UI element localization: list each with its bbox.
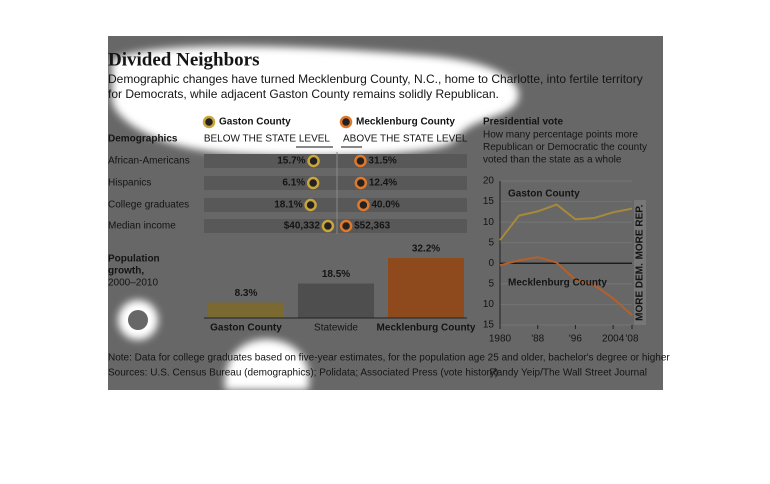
x-tick-label: 1980	[489, 334, 512, 345]
credit: Randy Yeip/The Wall Street Journal	[490, 368, 648, 379]
value-label: $40,332	[284, 221, 321, 232]
side-band	[634, 200, 646, 325]
series-label: Gaston County	[508, 189, 580, 200]
x-tick-label: '88	[531, 334, 544, 345]
legend-marker	[202, 115, 216, 129]
bar	[208, 302, 284, 318]
dot	[321, 219, 335, 233]
value-label: 40.0%	[371, 200, 399, 211]
x-tick-label: Statewide	[314, 323, 358, 334]
dot	[339, 219, 353, 233]
legend-marker	[339, 115, 353, 129]
row-label: Median income	[108, 221, 176, 232]
line	[499, 203, 633, 241]
sources: Sources: U.S. Census Bureau (demographic…	[108, 368, 498, 379]
x-tick-label: Gaston County	[210, 323, 282, 334]
x-tick-label: Mecklenburg County	[377, 323, 476, 334]
row-label: College graduates	[108, 200, 189, 211]
x-tick-label: 2004	[602, 334, 625, 345]
chart-title: Presidential vote	[483, 117, 563, 128]
y-tick-label: 0	[488, 258, 494, 269]
row-band	[204, 219, 467, 233]
line	[499, 256, 633, 316]
y-tick-label: 5	[488, 278, 494, 289]
highlight	[112, 46, 519, 157]
bar	[298, 283, 374, 318]
value-label: 31.5%	[368, 156, 396, 167]
value-label: 18.5%	[322, 269, 350, 280]
title: Divided Neighbors	[108, 49, 260, 70]
value-label: 12.4%	[369, 178, 397, 189]
dot	[357, 198, 370, 212]
y-tick-label: 15	[483, 196, 495, 207]
row-label: Hispanics	[108, 178, 151, 189]
value-label: 15.7%	[277, 156, 305, 167]
highlight-center	[128, 310, 148, 330]
y-tick-label: 10	[483, 217, 495, 228]
side-label: MORE DEM.	[635, 263, 646, 321]
chart-subtitle: Republican or Democratic the county	[483, 142, 647, 153]
x-tick-label: '08	[625, 334, 638, 345]
value-label: 18.1%	[274, 200, 302, 211]
dot	[354, 154, 367, 168]
dot	[354, 176, 368, 190]
highlight	[224, 339, 310, 390]
axis-label: BELOW THE STATE LEVEL	[204, 134, 331, 145]
chart-title: Demographics	[108, 134, 178, 145]
axis-label: ABOVE THE STATE LEVEL	[343, 134, 468, 145]
chart-title: Population	[108, 254, 160, 265]
subtitle: for Democrats, while adjacent Gaston Cou…	[108, 87, 499, 101]
chart-title: growth,	[108, 266, 144, 277]
chart-subtitle: How many percentage points more	[483, 130, 639, 141]
chart-title: 2000–2010	[108, 278, 158, 289]
row-label: African-Americans	[108, 156, 190, 167]
legend-label: Mecklenburg County	[356, 117, 455, 128]
row-band	[204, 198, 467, 212]
side-label: MORE REP.	[635, 204, 646, 259]
series-label: Mecklenburg County	[508, 278, 607, 289]
dot	[304, 198, 317, 212]
legend-label: Gaston County	[219, 117, 291, 128]
y-tick-label: 5	[488, 237, 494, 248]
note: Note: Data for college graduates based o…	[108, 353, 670, 364]
value-label: $52,363	[354, 221, 391, 232]
y-tick-label: 10	[483, 299, 495, 310]
y-tick-label: 15	[483, 320, 495, 331]
chart-subtitle: voted than the state as a whole	[483, 155, 622, 166]
y-tick-label: 20	[483, 176, 495, 187]
row-band	[204, 176, 467, 190]
subtitle: Demographic changes have turned Mecklenb…	[108, 72, 643, 86]
dot	[306, 176, 320, 190]
value-label: 8.3%	[235, 288, 258, 299]
row-band	[204, 154, 467, 168]
dot	[307, 154, 320, 168]
bar	[388, 258, 464, 318]
value-label: 32.2%	[412, 244, 440, 255]
x-tick-label: '96	[569, 334, 582, 345]
value-label: 6.1%	[282, 178, 305, 189]
